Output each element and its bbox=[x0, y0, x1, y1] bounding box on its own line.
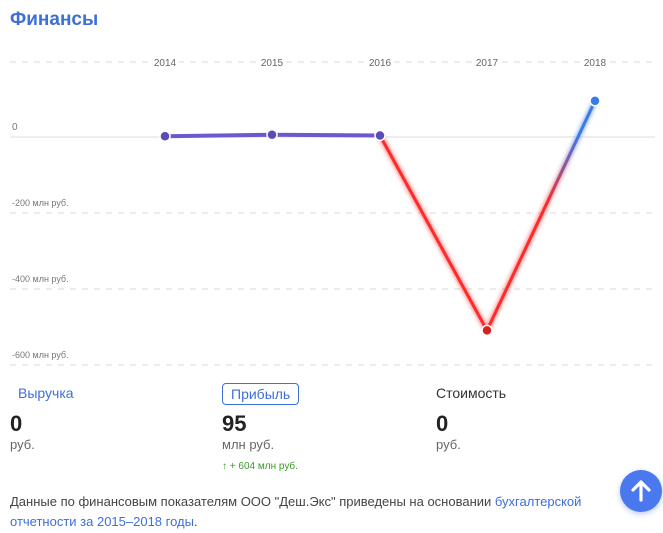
series-segment bbox=[270, 132, 382, 138]
y-tick-label: -200 млн руб. bbox=[12, 198, 69, 208]
series-segment bbox=[163, 132, 274, 139]
x-tick-label: 2017 bbox=[476, 58, 499, 69]
x-tick-label: 2015 bbox=[261, 58, 284, 69]
profit-value: 95 bbox=[222, 411, 247, 436]
page-title: Финансы bbox=[10, 9, 99, 30]
data-point[interactable] bbox=[481, 324, 493, 337]
series-segment bbox=[485, 99, 597, 332]
data-point[interactable] bbox=[374, 129, 386, 142]
tab-cost[interactable]: Стоимость bbox=[436, 385, 507, 401]
cost-unit: руб. bbox=[436, 437, 461, 452]
source-note-text: Данные по финансовым показателям ООО "Де… bbox=[10, 494, 495, 509]
cost-value: 0 bbox=[436, 411, 449, 436]
profit-line-chart: 2014 2015 2016 2017 2018 0 -200 млн руб. -400 … bbox=[10, 55, 655, 366]
series-segment bbox=[378, 133, 489, 332]
revenue-value: 0 bbox=[10, 411, 23, 436]
data-point[interactable] bbox=[159, 130, 171, 142]
data-point[interactable] bbox=[266, 128, 278, 141]
revenue-unit: руб. bbox=[10, 437, 35, 452]
tab-revenue[interactable]: Выручка bbox=[18, 385, 74, 401]
y-tick-label: 0 bbox=[12, 122, 18, 133]
x-tick-label: 2014 bbox=[154, 58, 177, 69]
source-link[interactable]: бухгалтерской отчетности за 2015–2018 го… bbox=[10, 494, 582, 529]
tab-profit[interactable]: Прибыль bbox=[222, 383, 300, 405]
profit-delta: ↑ + 604 млн руб. bbox=[222, 461, 298, 472]
profit-unit: млн руб. bbox=[222, 437, 275, 452]
arrow-up-icon bbox=[631, 480, 651, 502]
x-tick-label: 2018 bbox=[584, 58, 607, 69]
y-tick-label: -600 млн руб. bbox=[12, 350, 69, 360]
scroll-top-button[interactable] bbox=[620, 470, 662, 512]
source-note-end: . bbox=[193, 514, 198, 529]
source-note: Данные по финансовым показателям ООО "Де… bbox=[10, 492, 630, 532]
x-tick-label: 2016 bbox=[369, 58, 392, 69]
y-tick-label: -400 млн руб. bbox=[12, 274, 69, 284]
data-point[interactable] bbox=[589, 95, 601, 107]
